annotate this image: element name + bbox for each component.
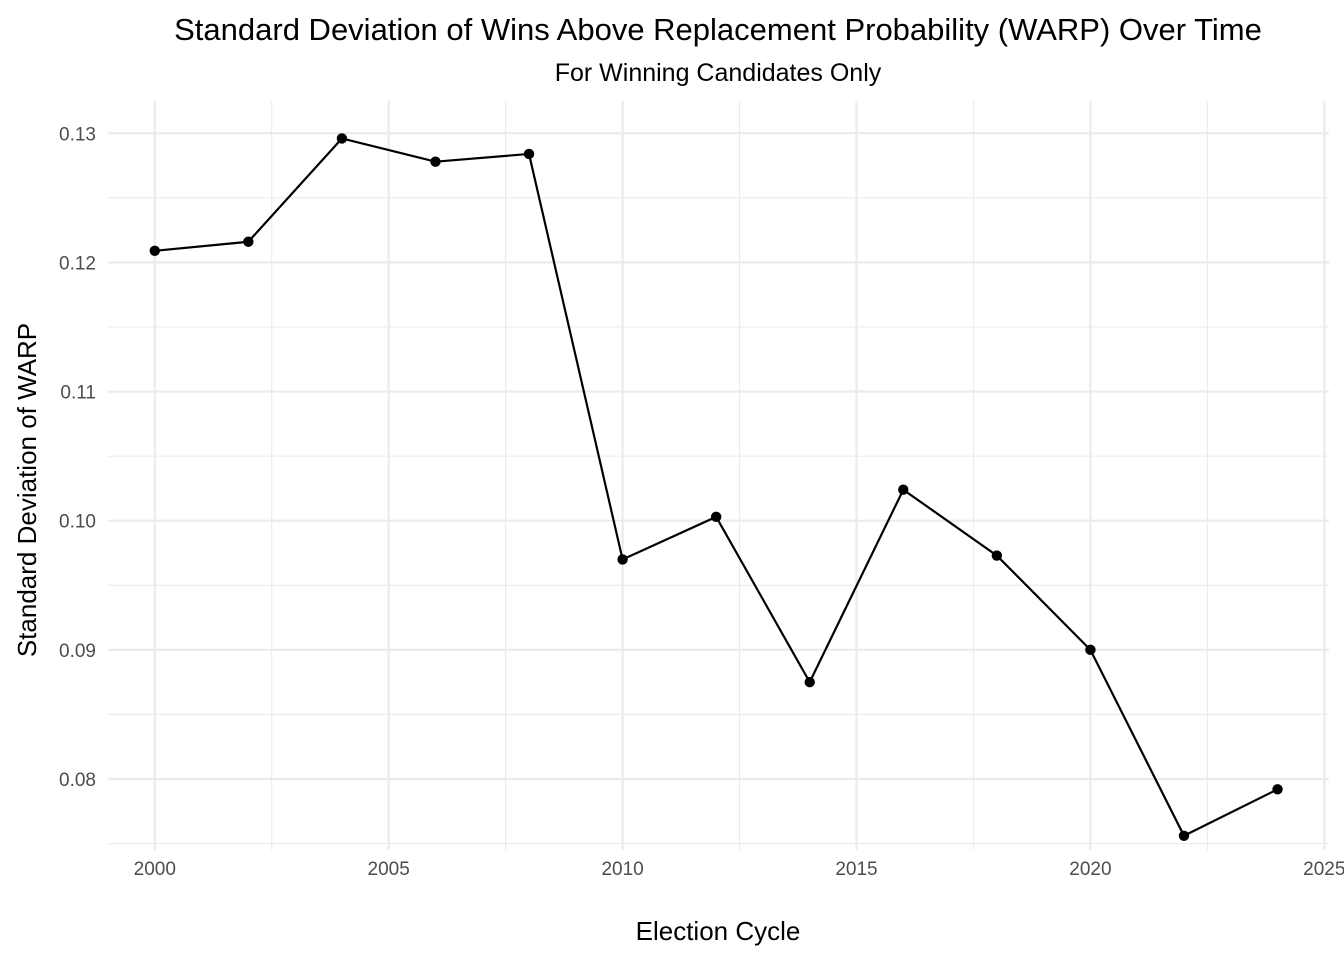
data-point <box>149 245 160 256</box>
chart-subtitle: For Winning Candidates Only <box>555 59 882 87</box>
grid-lines <box>108 101 1329 850</box>
data-point <box>1272 784 1283 795</box>
y-axis-tick-labels: 0.08 0.09 0.10 0.11 0.12 0.13 <box>59 124 96 791</box>
x-tick-label: 2000 <box>134 859 176 880</box>
data-point <box>617 554 628 565</box>
data-point <box>804 676 815 688</box>
x-tick-label: 2020 <box>1069 859 1111 880</box>
y-axis-title: Standard Deviation of WARP <box>12 323 42 657</box>
y-tick-label: 0.13 <box>59 124 96 145</box>
data-point <box>898 484 909 495</box>
series-layer <box>149 133 1283 841</box>
data-point <box>523 148 535 160</box>
data-point <box>710 511 722 523</box>
chart-title: Standard Deviation of Wins Above Replace… <box>174 12 1262 47</box>
data-point <box>243 236 254 247</box>
x-tick-label: 2005 <box>368 859 410 880</box>
x-axis-title: Election Cycle <box>636 916 801 946</box>
x-tick-label: 2025 <box>1303 859 1344 880</box>
series-line <box>154 137 1279 838</box>
x-tick-label: 2010 <box>601 859 643 880</box>
y-tick-label: 0.09 <box>59 641 96 662</box>
x-axis-tick-labels: 2000 2005 2010 2015 2020 2025 <box>134 859 1344 880</box>
y-tick-label: 0.08 <box>59 770 96 791</box>
x-tick-label: 2015 <box>835 859 877 880</box>
y-tick-label: 0.10 <box>59 512 96 533</box>
data-point <box>991 550 1003 561</box>
data-point <box>336 133 348 144</box>
y-tick-label: 0.11 <box>60 383 96 404</box>
data-point <box>1085 644 1096 656</box>
data-point <box>1178 830 1190 841</box>
y-tick-label: 0.12 <box>59 253 96 274</box>
data-point <box>430 156 441 167</box>
